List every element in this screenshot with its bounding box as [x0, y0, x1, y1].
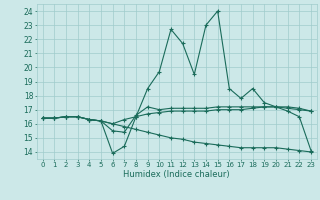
X-axis label: Humidex (Indice chaleur): Humidex (Indice chaleur) [124, 170, 230, 179]
